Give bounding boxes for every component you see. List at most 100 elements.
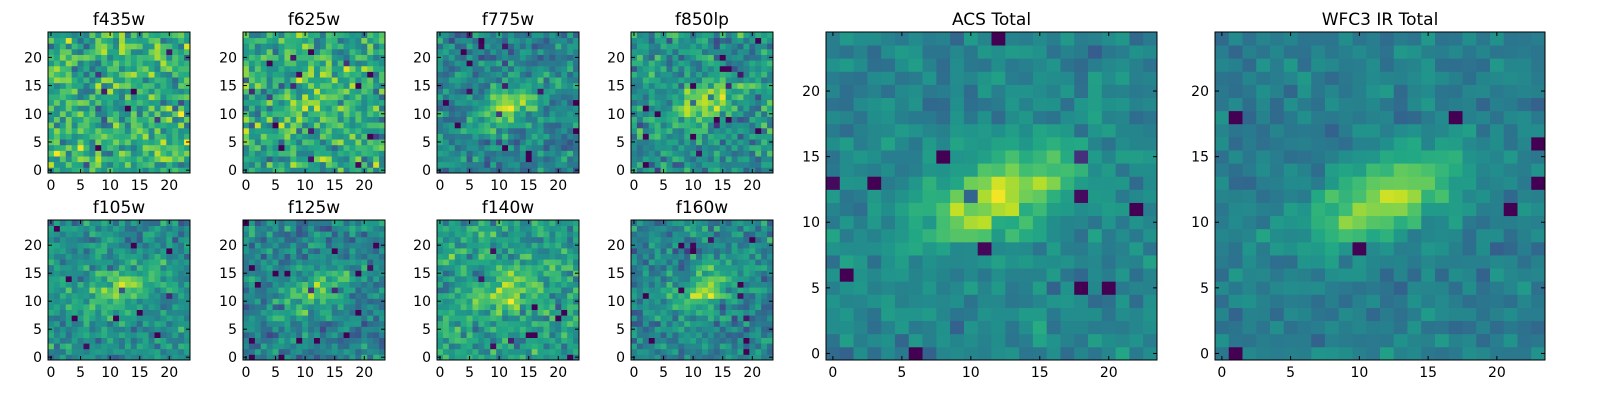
pixel-cell: [755, 161, 762, 168]
pixel-cell: [636, 248, 644, 254]
pixel-cell: [319, 264, 327, 271]
pixel-cell: [513, 264, 521, 271]
pixel-cell: [248, 315, 256, 322]
pixel-cell: [678, 236, 685, 243]
pixel-cell: [319, 43, 327, 50]
pixel-cell: [654, 133, 661, 140]
pixel-cell: [731, 298, 738, 305]
pixel-cell: [642, 259, 650, 266]
pixel-cell: [130, 326, 138, 333]
y-tick-label: 5: [422, 135, 431, 151]
pixel-cell: [107, 253, 114, 260]
x-tick-label: 20: [160, 178, 178, 194]
pixel-cell: [71, 354, 78, 361]
pixel-cell: [549, 326, 556, 333]
pixel-cell: [260, 253, 268, 260]
pixel-cell: [684, 270, 691, 277]
pixel-cell: [690, 37, 697, 44]
pixel-cell: [302, 122, 309, 129]
pixel-cell: [490, 94, 497, 101]
pixel-cell: [484, 77, 491, 84]
pixel-cell: [65, 99, 73, 106]
pixel-cell: [367, 326, 374, 333]
pixel-cell: [325, 144, 333, 151]
pixel-cell: [454, 32, 462, 39]
pixel-cell: [48, 60, 55, 67]
pixel-cell: [361, 315, 368, 322]
pixel-cell: [361, 82, 368, 89]
pixel-cell: [448, 242, 456, 249]
pixel-cell: [314, 150, 321, 157]
pixel-cell: [731, 253, 738, 260]
pixel-cell: [508, 242, 515, 249]
pixel-cell: [636, 264, 644, 271]
pixel-cell: [642, 264, 650, 271]
pixel-cell: [631, 320, 638, 327]
pixel-cell: [71, 337, 78, 344]
pixel-cell: [537, 326, 544, 333]
pixel-cell: [272, 337, 279, 344]
pixel-cell: [272, 99, 279, 106]
pixel-cell: [314, 105, 321, 112]
pixel-cell: [442, 37, 450, 44]
pixel-cell: [561, 77, 568, 84]
pixel-cell: [172, 287, 179, 294]
pixel-cell: [95, 231, 102, 238]
pixel-cell: [77, 236, 84, 243]
pixel-cell: [331, 48, 339, 55]
pixel-cell: [513, 43, 521, 50]
pixel-cell: [678, 77, 685, 84]
pixel-cell: [172, 231, 179, 238]
pixel-cell: [755, 287, 762, 294]
pixel-cell: [48, 315, 55, 322]
pixel-cell: [567, 309, 574, 316]
pixel-cell: [684, 332, 691, 338]
pixel-cell: [83, 292, 90, 299]
pixel-cell: [154, 116, 161, 123]
pixel-cell: [648, 332, 656, 338]
pixel-cell: [454, 127, 462, 134]
pixel-cell: [349, 348, 356, 355]
pixel-cell: [77, 287, 84, 294]
pixel-cell: [178, 343, 185, 350]
x-tick-label: 15: [131, 365, 149, 381]
pixel-cell: [642, 71, 650, 78]
pixel-cell: [448, 320, 456, 327]
pixel-cell: [666, 309, 673, 316]
pixel-cell: [48, 105, 55, 112]
pixel-cell: [666, 139, 673, 146]
pixel-cell: [678, 320, 685, 327]
pixel-cell: [531, 127, 538, 134]
pixel-cell: [284, 248, 291, 254]
pixel-cell: [484, 71, 491, 78]
pixel-cell: [567, 304, 574, 310]
pixel-cell: [537, 259, 544, 266]
pixel-cell: [696, 337, 703, 344]
pixel-cell: [678, 99, 685, 106]
pixel-cell: [290, 110, 297, 117]
pixel-cell: [631, 315, 638, 322]
pixel-cell: [525, 65, 533, 72]
pixel-cell: [284, 37, 291, 44]
pixel-cell: [713, 43, 721, 50]
pixel-cell: [65, 71, 73, 78]
pixel-cell: [666, 37, 673, 44]
pixel-cell: [65, 242, 73, 249]
pixel-cell: [555, 99, 562, 106]
pixel-cell: [508, 99, 515, 106]
pixel-cell: [278, 167, 285, 174]
pixel-cell: [53, 54, 61, 61]
pixel-cell: [648, 259, 656, 266]
pixel-cell: [130, 354, 138, 361]
pixel-cell: [454, 248, 462, 254]
pixel-cell: [107, 315, 114, 322]
pixel-cell: [343, 354, 350, 361]
pixel-cell: [631, 88, 638, 95]
pixel-cell: [761, 276, 768, 282]
pixel-cell: [642, 231, 650, 238]
pixel-cell: [519, 156, 527, 163]
pixel-cell: [355, 220, 362, 226]
pixel-cell: [508, 133, 515, 140]
pixel-cell: [508, 156, 515, 163]
pixel-cell: [160, 304, 167, 310]
